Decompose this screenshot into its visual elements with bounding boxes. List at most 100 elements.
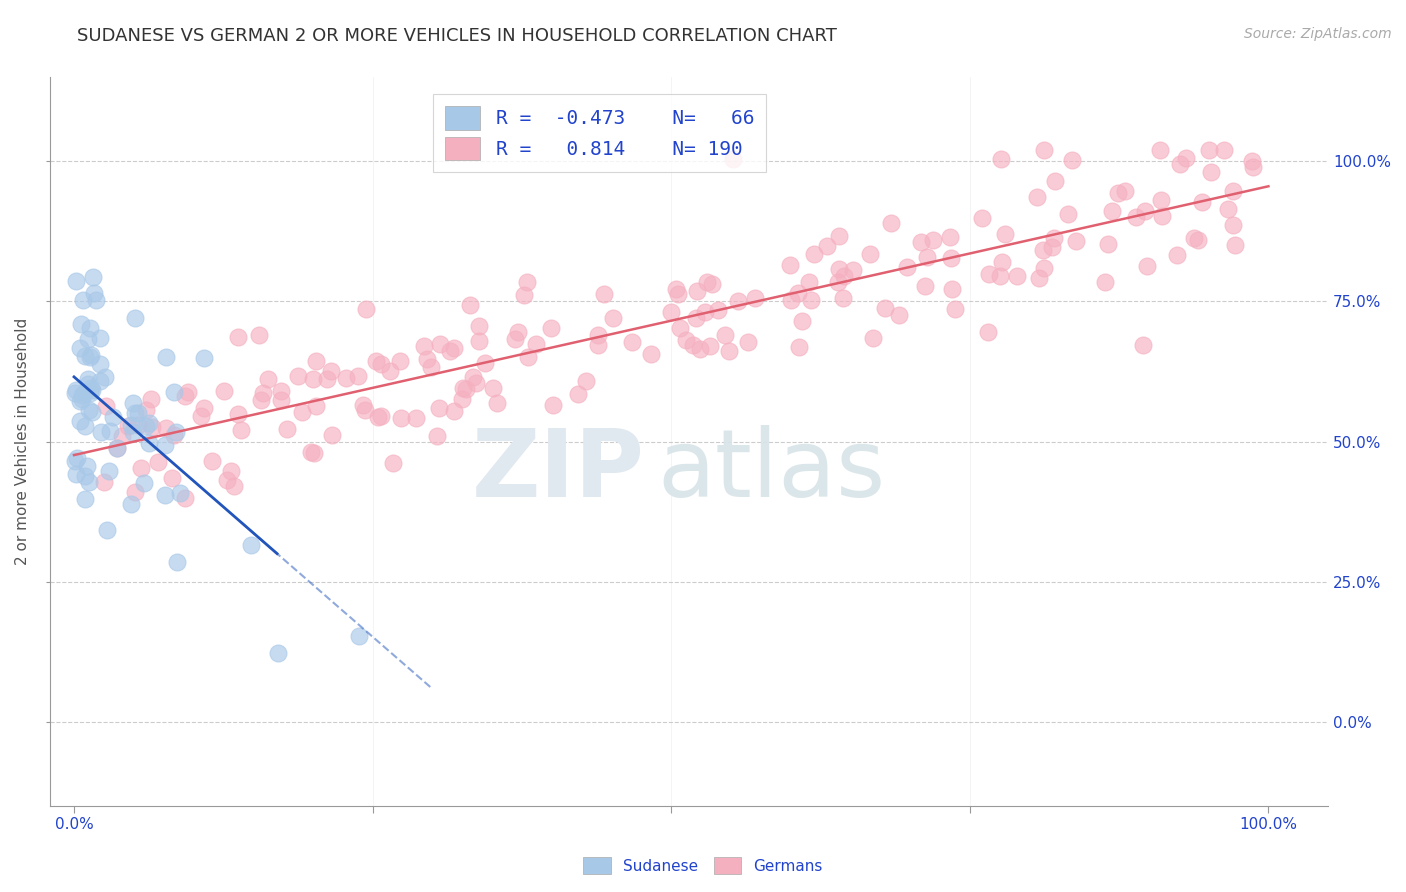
Point — [82, 269, 104, 284]
Point — [98, 464, 121, 478]
Point — [65, 454, 87, 468]
Point — [335, 371, 357, 385]
Point — [66, 451, 89, 466]
Point — [463, 370, 485, 384]
Point — [665, 282, 688, 296]
Point — [89, 331, 111, 345]
Point — [416, 351, 439, 366]
Point — [988, 268, 1011, 283]
Point — [163, 384, 186, 399]
Point — [134, 476, 156, 491]
Point — [105, 441, 128, 455]
Point — [226, 330, 249, 344]
Point — [247, 327, 270, 342]
Point — [124, 406, 146, 420]
Point — [304, 446, 326, 460]
Point — [73, 386, 96, 401]
Point — [1187, 233, 1209, 247]
Point — [517, 350, 540, 364]
Point — [94, 399, 117, 413]
Point — [873, 301, 896, 316]
Point — [75, 469, 97, 483]
Point — [695, 305, 717, 319]
Point — [880, 216, 903, 230]
Point — [790, 314, 813, 328]
Point — [505, 332, 527, 346]
Point — [153, 438, 176, 452]
Point — [138, 436, 160, 450]
Point — [512, 288, 534, 302]
Point — [370, 409, 392, 423]
Point — [426, 429, 449, 443]
Text: atlas: atlas — [657, 425, 886, 516]
Point — [1150, 193, 1173, 207]
Point — [780, 293, 803, 307]
Point — [420, 359, 443, 374]
Point — [301, 372, 323, 386]
Text: Source: ZipAtlas.com: Source: ZipAtlas.com — [1244, 27, 1392, 41]
Point — [910, 235, 932, 249]
Point — [859, 247, 882, 261]
Point — [1166, 248, 1188, 262]
Point — [173, 491, 195, 505]
Point — [79, 386, 101, 401]
Point — [831, 292, 853, 306]
Point — [155, 421, 177, 435]
Point — [1152, 209, 1174, 223]
Point — [685, 310, 707, 325]
Point — [659, 305, 682, 319]
Point — [76, 377, 98, 392]
Point — [107, 441, 129, 455]
Point — [451, 392, 474, 406]
Point — [79, 351, 101, 365]
Point — [177, 385, 200, 400]
Point — [828, 228, 851, 243]
Point — [65, 467, 87, 481]
Point — [828, 261, 851, 276]
Point — [354, 302, 377, 317]
Point — [1199, 165, 1222, 179]
Point — [1101, 204, 1123, 219]
Point — [98, 424, 121, 438]
Point — [1175, 151, 1198, 165]
Point — [250, 392, 273, 407]
Point — [270, 384, 292, 399]
Point — [787, 340, 810, 354]
Point — [817, 239, 839, 253]
Point — [405, 411, 427, 425]
Point — [222, 478, 245, 492]
Point — [1094, 276, 1116, 290]
Point — [79, 321, 101, 335]
Point — [640, 347, 662, 361]
Point — [1222, 184, 1244, 198]
Point — [588, 338, 610, 352]
Point — [702, 277, 724, 291]
Point — [1225, 238, 1247, 252]
Point — [915, 250, 938, 264]
Point — [797, 275, 820, 289]
Point — [124, 484, 146, 499]
Point — [122, 425, 145, 439]
Point — [129, 460, 152, 475]
Point — [381, 456, 404, 470]
Point — [139, 392, 162, 406]
Point — [316, 372, 339, 386]
Point — [994, 227, 1017, 241]
Point — [72, 293, 94, 307]
Point — [77, 403, 100, 417]
Point — [1198, 143, 1220, 157]
Point — [943, 301, 966, 316]
Point — [138, 417, 160, 431]
Point — [896, 260, 918, 274]
Point — [727, 293, 749, 308]
Point — [707, 303, 730, 318]
Point — [1043, 231, 1066, 245]
Point — [75, 349, 97, 363]
Point — [1240, 154, 1263, 169]
Point — [319, 364, 342, 378]
Point — [69, 413, 91, 427]
Point — [1005, 268, 1028, 283]
Point — [75, 418, 97, 433]
Point — [153, 488, 176, 502]
Point — [443, 404, 465, 418]
